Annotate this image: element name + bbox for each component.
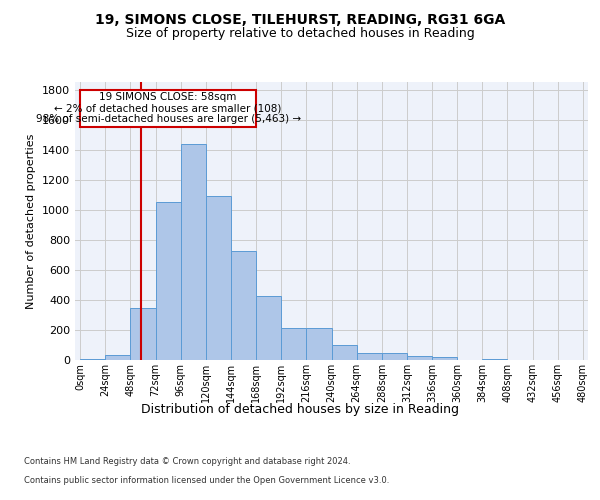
Text: 19 SIMONS CLOSE: 58sqm: 19 SIMONS CLOSE: 58sqm (100, 92, 237, 102)
Bar (482, 359, 508, 360)
Bar (256, 296, 281, 360)
Bar (130, 308, 155, 360)
Text: Distribution of detached houses by size in Reading: Distribution of detached houses by size … (141, 402, 459, 415)
Bar (432, 357, 457, 360)
Bar (281, 328, 307, 360)
Text: Contains HM Land Registry data © Crown copyright and database right 2024.: Contains HM Land Registry data © Crown c… (24, 458, 350, 466)
Bar (106, 355, 130, 360)
Bar (80, 358, 106, 360)
Bar (331, 345, 356, 360)
Text: Size of property relative to detached houses in Reading: Size of property relative to detached ho… (125, 28, 475, 40)
Bar (206, 196, 231, 360)
Bar (80, 90, 256, 126)
Bar (231, 251, 256, 360)
Bar (181, 144, 206, 360)
Text: 19, SIMONS CLOSE, TILEHURST, READING, RG31 6GA: 19, SIMONS CLOSE, TILEHURST, READING, RG… (95, 12, 505, 26)
Bar (382, 353, 407, 360)
Bar (307, 328, 331, 360)
Y-axis label: Number of detached properties: Number of detached properties (26, 134, 37, 309)
Bar (155, 202, 181, 360)
Bar (407, 356, 432, 360)
Text: 98% of semi-detached houses are larger (5,463) →: 98% of semi-detached houses are larger (… (35, 114, 301, 124)
Text: ← 2% of detached houses are smaller (108): ← 2% of detached houses are smaller (108… (55, 104, 282, 114)
Text: Contains public sector information licensed under the Open Government Licence v3: Contains public sector information licen… (24, 476, 389, 485)
Bar (356, 352, 382, 360)
